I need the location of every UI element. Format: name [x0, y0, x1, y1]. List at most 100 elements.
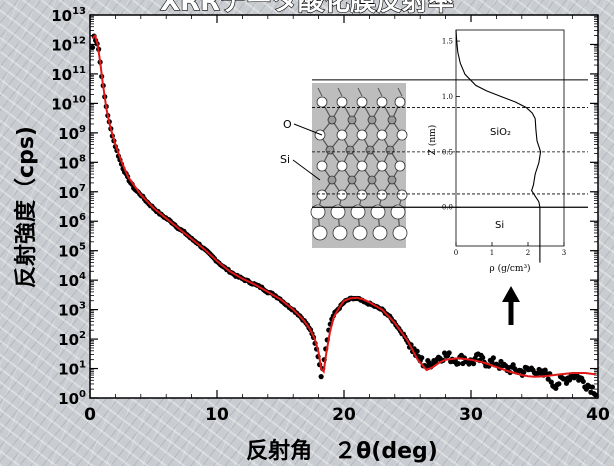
bond: [397, 87, 403, 97]
y-tick-label: 102: [58, 330, 86, 349]
y-tick-label: 1011: [51, 65, 86, 84]
inset-rho-tick-label: 2: [526, 249, 530, 257]
x-tick-label: 0: [84, 405, 96, 425]
atom: [390, 204, 406, 220]
atom: [310, 204, 326, 220]
x-tick-label: 30: [459, 405, 483, 425]
density-profile-inset: 0.0 0.5 1.0 1.5 0 1 2 3 Z (nm) ρ (g/cm³) SiO₂ S…: [312, 22, 588, 284]
x-tick-label: 10: [205, 405, 229, 425]
atom: [356, 189, 368, 201]
x-tick-label: 20: [332, 405, 356, 425]
measured-point: [419, 355, 425, 361]
measured-point: [480, 354, 486, 361]
atom: [347, 115, 357, 125]
inset-z-tick-label: 0.5: [442, 148, 453, 156]
measured-point: [556, 381, 562, 387]
measured-point: [470, 361, 477, 367]
measured-point: [89, 44, 96, 51]
inset-background: [418, 22, 588, 284]
y-axis-title: 反射強度（cps): [13, 126, 39, 288]
atom: [316, 189, 328, 201]
y-axis: 1001011021031041051061071081091010101110…: [51, 6, 598, 408]
atom: [385, 145, 395, 155]
bond: [357, 87, 363, 97]
atom: [394, 160, 406, 172]
atom: [372, 225, 388, 241]
y-tick-label: 100: [58, 389, 86, 408]
inset-frame: [455, 29, 565, 247]
atom: [336, 129, 348, 141]
atom: [376, 160, 388, 172]
y-tick-label: 106: [58, 212, 86, 231]
inset-z-label: Z (nm): [427, 125, 438, 155]
atomic-structure-illustration: O Si: [280, 83, 408, 248]
atom: [356, 96, 368, 108]
inset-z-tick-label: 1.0: [442, 93, 453, 101]
y-tick-label: 1012: [51, 35, 86, 54]
bond: [317, 87, 323, 97]
measured-point: [521, 369, 527, 375]
atom: [356, 129, 368, 141]
atom: [394, 96, 406, 108]
atom: [325, 145, 335, 155]
atom: [376, 189, 388, 201]
x-axis: 0 10 20 30 40: [84, 15, 610, 425]
atom: [392, 225, 408, 241]
atom: [365, 145, 375, 155]
atom: [396, 189, 408, 201]
x-tick-label: 40: [586, 405, 610, 425]
atom: [336, 160, 348, 172]
label-o-pointer: [293, 123, 323, 136]
series-layer: [89, 33, 599, 398]
y-tick-label: 109: [58, 124, 86, 143]
measured-point: [566, 377, 573, 383]
inset-layer-si: Si: [495, 220, 504, 231]
measured-point: [446, 350, 452, 356]
atom: [396, 129, 408, 141]
atom: [387, 115, 397, 125]
atom: [327, 115, 337, 125]
up-arrow-icon: [502, 286, 520, 325]
measured-point: [318, 374, 324, 380]
inset-z-tick-label: 1.5: [442, 38, 453, 46]
atom: [350, 204, 366, 220]
measured-point: [490, 355, 496, 361]
y-tick-label: 108: [58, 153, 86, 172]
atom: [376, 96, 388, 108]
atom: [330, 204, 346, 220]
y-tick-label: 101: [58, 360, 86, 379]
atom: [356, 160, 368, 172]
atom: [327, 175, 337, 185]
atom: [316, 160, 328, 172]
inset-rho-tick-label: 3: [562, 249, 566, 257]
y-tick-label: 104: [58, 271, 86, 290]
inset-rho-label: ρ (g/cm³): [489, 263, 530, 274]
atom: [316, 96, 328, 108]
atom: [352, 225, 368, 241]
y-tick-label: 107: [58, 183, 86, 202]
measured-point: [589, 384, 596, 390]
atom: [336, 189, 348, 201]
label-o: O: [283, 118, 292, 131]
density-curve: [455, 29, 542, 263]
chart-title: XRRデータ酸化膜反射率: [160, 0, 454, 17]
y-tick-label: 1013: [51, 6, 86, 25]
inset-rho-tick-label: 1: [490, 249, 494, 257]
atom: [367, 175, 377, 185]
inset-z-tick-label: 0.0: [442, 204, 453, 212]
y-tick-label: 1010: [51, 94, 86, 113]
x-axis-title: 反射角 ２θ(deg): [246, 438, 438, 464]
label-si: Si: [280, 153, 290, 166]
atom: [314, 129, 326, 141]
bond: [337, 87, 343, 97]
measured-point: [592, 392, 599, 398]
inset-rho-tick-label: 0: [454, 249, 458, 257]
atom: [312, 225, 328, 241]
measured-point: [455, 360, 461, 367]
y-tick-label: 105: [58, 242, 86, 261]
atom: [376, 129, 388, 141]
y-tick-label: 103: [58, 301, 86, 320]
atom: [347, 175, 357, 185]
measured-point: [580, 378, 586, 385]
measured-point: [510, 362, 516, 368]
